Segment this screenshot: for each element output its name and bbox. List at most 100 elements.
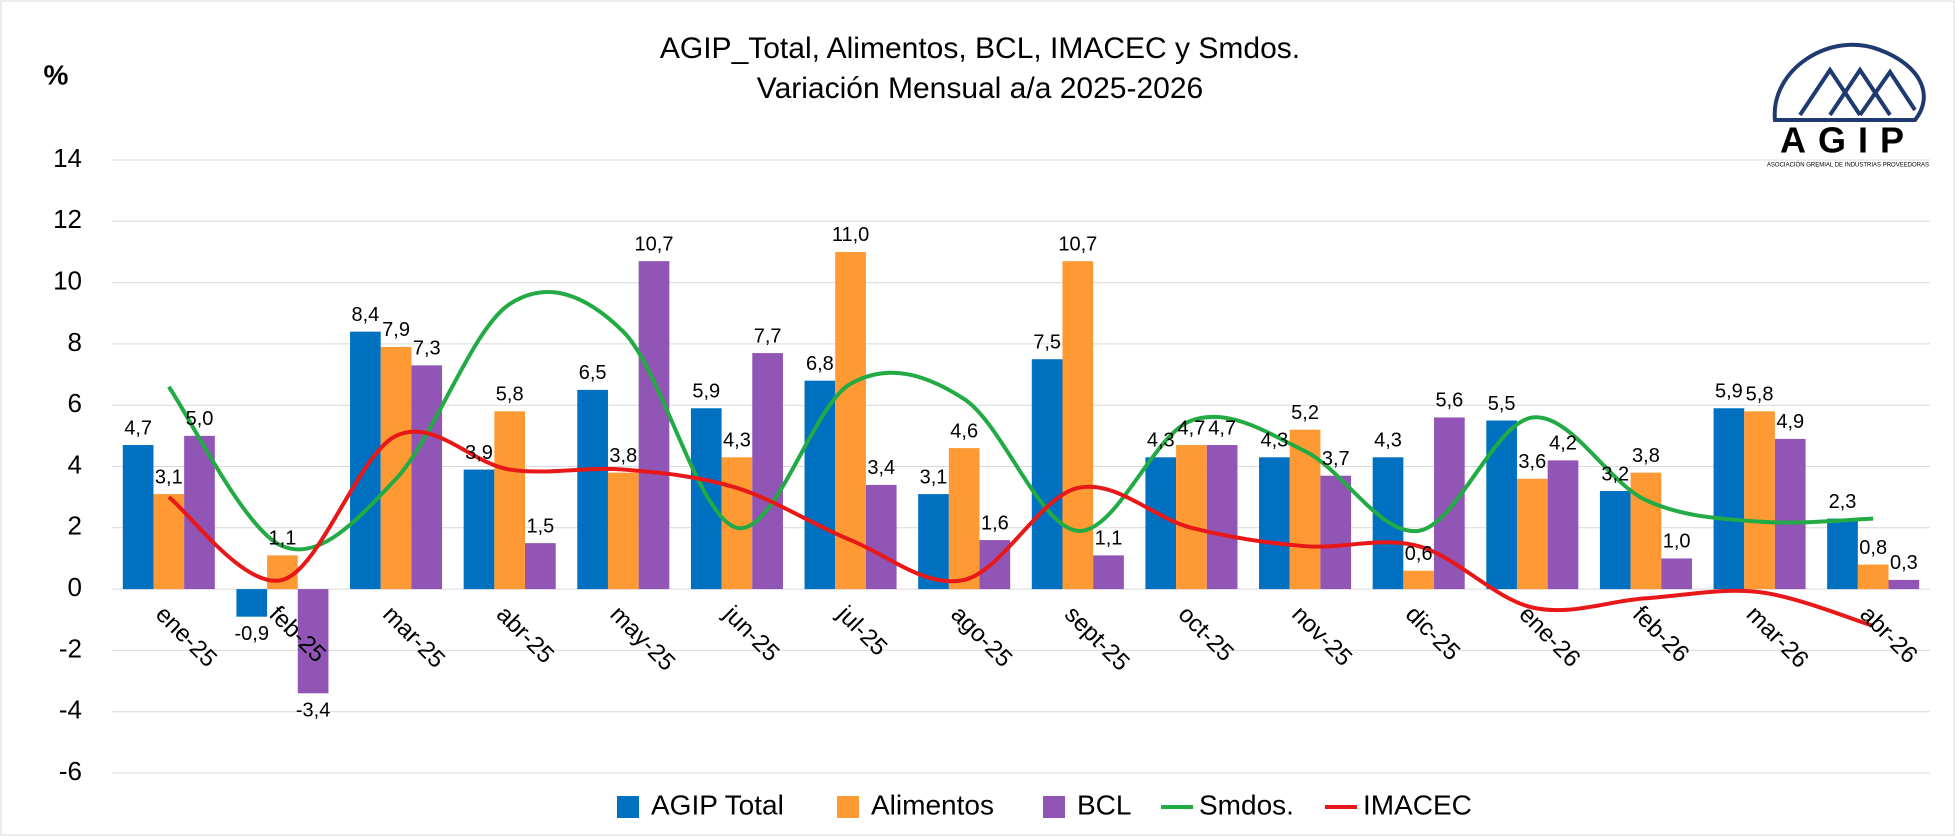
bar	[494, 411, 526, 590]
y-tick-label: 8	[68, 327, 82, 357]
data-label: 4,3	[1374, 430, 1402, 452]
logo: AGIP ASOCIACIÓN GREMIAL DE INDUSTRIAS PR…	[1767, 42, 1929, 169]
bar	[525, 543, 556, 590]
bar	[297, 589, 329, 694]
data-label: 5,8	[496, 384, 524, 406]
data-label: 3,1	[920, 466, 948, 488]
data-label: 8,4	[351, 304, 379, 326]
data-label: 4,7	[1208, 417, 1236, 439]
y-tick-label: 6	[68, 388, 82, 418]
y-tick-label: -2	[59, 633, 82, 663]
data-label: 5,6	[1435, 390, 1463, 412]
bar	[1713, 408, 1745, 590]
bar	[1630, 472, 1662, 590]
bar	[350, 331, 381, 590]
bar	[577, 389, 608, 590]
bar	[638, 261, 670, 590]
bar	[1031, 359, 1063, 590]
bar	[1289, 429, 1321, 590]
data-label: 1,1	[1095, 528, 1123, 550]
bar	[1486, 420, 1517, 590]
bar	[865, 484, 897, 590]
data-label: 5,9	[1715, 381, 1743, 403]
bar	[153, 494, 185, 590]
chart-title: AGIP_Total, Alimentos, BCL, IMACEC y Smd…	[660, 32, 1300, 65]
data-label: 5,5	[1488, 393, 1516, 415]
bar	[979, 540, 1011, 590]
data-label: 1,6	[981, 512, 1009, 534]
bar	[1888, 579, 1920, 590]
data-label: 7,3	[413, 338, 441, 360]
bar	[122, 445, 154, 590]
data-label: 4,6	[950, 420, 978, 442]
data-label: 1,5	[526, 515, 554, 537]
data-label: 11,0	[832, 224, 869, 246]
legend-label: IMACEC	[1363, 789, 1472, 820]
bar	[1145, 457, 1177, 590]
line-series	[167, 290, 1874, 552]
data-label: 3,8	[1632, 445, 1660, 467]
data-label: 4,2	[1549, 433, 1577, 455]
data-label: 1,0	[1663, 531, 1691, 553]
data-label: 4,7	[1178, 417, 1206, 439]
bar	[804, 380, 836, 590]
data-label: 3,6	[1518, 451, 1546, 473]
data-label: 7,9	[382, 319, 410, 341]
bar	[1661, 558, 1692, 590]
bar	[463, 469, 495, 590]
data-label: 5,8	[1746, 384, 1774, 406]
bar	[1206, 445, 1238, 590]
data-label: 6,8	[806, 353, 834, 375]
data-label: -0,9	[235, 623, 269, 645]
bar	[1176, 445, 1207, 590]
bar	[1744, 411, 1775, 590]
y-tick-label: 0	[68, 572, 82, 602]
legend-label: BCL	[1077, 789, 1131, 820]
data-label: 3,4	[867, 457, 895, 479]
data-label: 4,3	[1260, 430, 1288, 452]
legend-label: AGIP Total	[651, 789, 784, 820]
data-label: 3,7	[1322, 448, 1350, 470]
bar	[1093, 555, 1124, 590]
legend-swatch	[1043, 796, 1065, 818]
data-label: 10,7	[1058, 233, 1097, 255]
data-labels: 4,7 -0,9 8,4 3,9 6,5 5,9 6,8 3,1 7,5 4,3 4,3 4,3 5,5…	[124, 224, 1918, 721]
y-tick-label: 14	[53, 143, 82, 173]
bar	[1062, 261, 1094, 590]
data-label: 0,6	[1405, 543, 1433, 565]
bar	[948, 448, 980, 590]
bar	[1857, 564, 1889, 590]
bar	[918, 494, 949, 590]
data-label: 2,3	[1829, 491, 1857, 513]
y-tick-label: 10	[53, 265, 82, 295]
data-label: 0,8	[1859, 537, 1887, 559]
bar	[1599, 491, 1631, 590]
data-label: 7,7	[754, 325, 782, 347]
data-label: 3,8	[609, 445, 637, 467]
chart-subtitle: Variación Mensual a/a 2025-2026	[757, 72, 1203, 105]
bar	[752, 353, 783, 590]
data-label: 1,1	[269, 528, 297, 550]
data-label: 4,3	[1147, 430, 1175, 452]
data-label: 4,7	[124, 417, 152, 439]
legend-swatch	[837, 796, 859, 818]
bar	[1403, 570, 1435, 590]
legend-label: Alimentos	[871, 789, 994, 820]
data-label: 0,3	[1890, 552, 1918, 574]
data-label: 3,9	[465, 442, 493, 464]
bar	[1516, 478, 1548, 590]
data-label: 3,1	[155, 466, 183, 488]
y-tick-label: -4	[59, 695, 82, 725]
data-label: 5,0	[186, 408, 214, 430]
data-label: 4,9	[1776, 411, 1804, 433]
y-tick-label: 4	[68, 449, 82, 479]
logo-graphic	[1772, 42, 1926, 122]
data-label: 4,3	[723, 430, 751, 452]
bar	[1434, 417, 1465, 590]
legend-swatch	[617, 796, 639, 818]
data-label: 5,9	[692, 381, 720, 403]
bar	[835, 251, 866, 590]
bar	[1320, 475, 1352, 590]
